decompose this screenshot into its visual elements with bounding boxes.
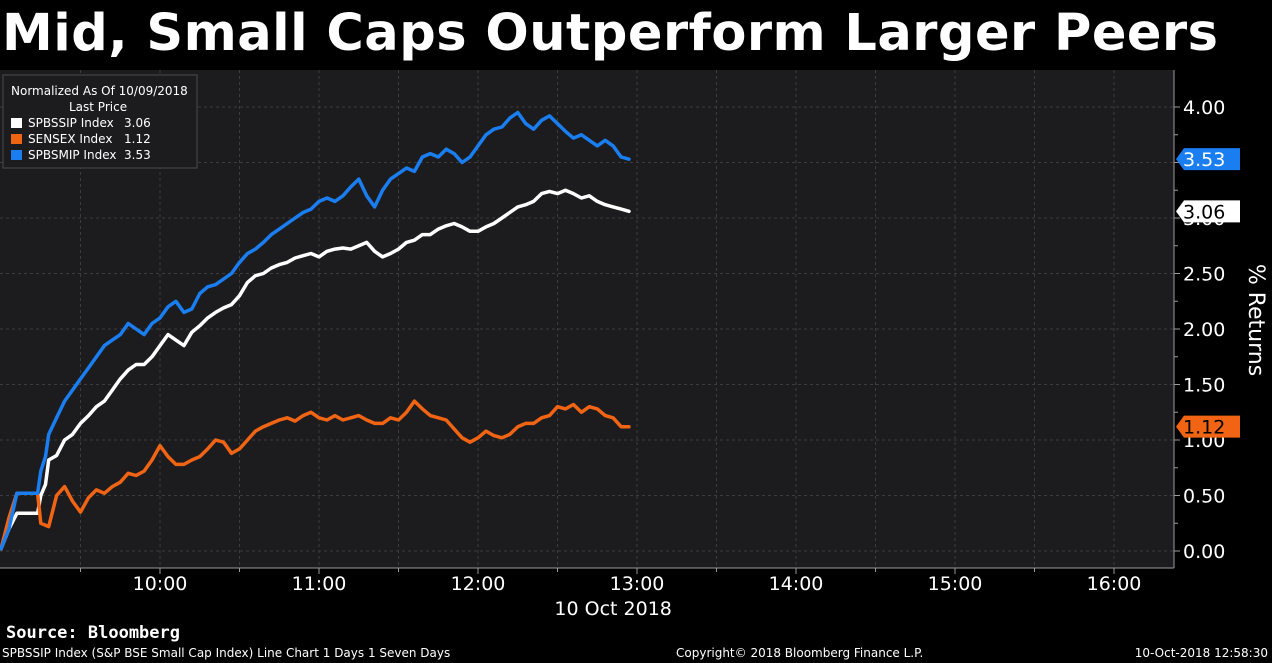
- legend: Normalized As Of 10/09/2018 Last Price SPB…: [2, 74, 198, 169]
- legend-swatch: [11, 118, 22, 128]
- last-value-tag: 3.53: [1176, 148, 1240, 171]
- legend-swatch: [11, 150, 22, 160]
- x-tick-label: 16:00: [1087, 573, 1142, 595]
- x-axis-title: 10 Oct 2018: [554, 598, 671, 620]
- footer-description: SPBSSIP Index (S&P BSE Small Cap Index) …: [2, 646, 451, 660]
- legend-label: SPBSSIP Index: [28, 116, 114, 130]
- series-line-spbsmip-index: [0, 110, 631, 551]
- last-value-tag: 1.12: [1176, 415, 1240, 439]
- legend-label: SENSEX Index: [28, 132, 112, 146]
- last-value-tags: 3.53 3.06 1.12: [1176, 148, 1240, 439]
- last-value-tag: 3.06: [1176, 200, 1240, 223]
- source-label: Source: Bloomberg: [6, 623, 180, 643]
- chart-title: Mid, Small Caps Outperform Larger Peers: [2, 4, 1219, 63]
- y-tick-label: 2.00: [1183, 319, 1225, 341]
- legend-label: SPBSMIP Index: [28, 148, 116, 162]
- last-value-tag-bg: [1176, 148, 1240, 171]
- y-tick-label: 0.00: [1183, 541, 1225, 563]
- last-value-tag-bg: [1176, 415, 1240, 438]
- x-tick-label: 14:00: [769, 573, 824, 595]
- legend-value: 3.06: [124, 116, 151, 130]
- y-tick-label: 2.50: [1183, 264, 1225, 286]
- x-tick-label: 12:00: [451, 573, 506, 595]
- last-value-tag-bg: [1176, 200, 1240, 223]
- legend-subheader: Last Price: [69, 100, 127, 114]
- last-value-tag-text: 3.53: [1183, 149, 1225, 171]
- legend-swatch: [11, 134, 22, 144]
- y-axis-title: % Returns: [1243, 264, 1268, 376]
- x-tick-label: 11:00: [292, 573, 347, 595]
- last-value-tag-text: 1.12: [1183, 417, 1225, 439]
- series-line-sensex-index: [0, 399, 631, 551]
- series-lines: [0, 110, 631, 551]
- legend-value: 1.12: [124, 132, 151, 146]
- x-tick-label: 10:00: [133, 573, 188, 595]
- y-tick-label: 4.00: [1183, 97, 1225, 119]
- y-tick-label: 0.50: [1183, 486, 1225, 508]
- y-tick-label: 1.50: [1183, 375, 1225, 397]
- footer-copyright: Copyright© 2018 Bloomberg Finance L.P.: [676, 646, 924, 660]
- grid-lines: [0, 70, 1175, 569]
- legend-box: [2, 74, 198, 169]
- footer-timestamp: 10-Oct-2018 12:58:30: [1134, 646, 1268, 660]
- legend-value: 3.53: [124, 148, 151, 162]
- legend-header: Normalized As Of 10/09/2018: [11, 84, 188, 98]
- x-tick-label: 15:00: [928, 573, 983, 595]
- x-tick-label: 13:00: [610, 573, 665, 595]
- last-value-tag-text: 3.06: [1183, 201, 1225, 223]
- series-line-spbssip-index: [0, 188, 631, 551]
